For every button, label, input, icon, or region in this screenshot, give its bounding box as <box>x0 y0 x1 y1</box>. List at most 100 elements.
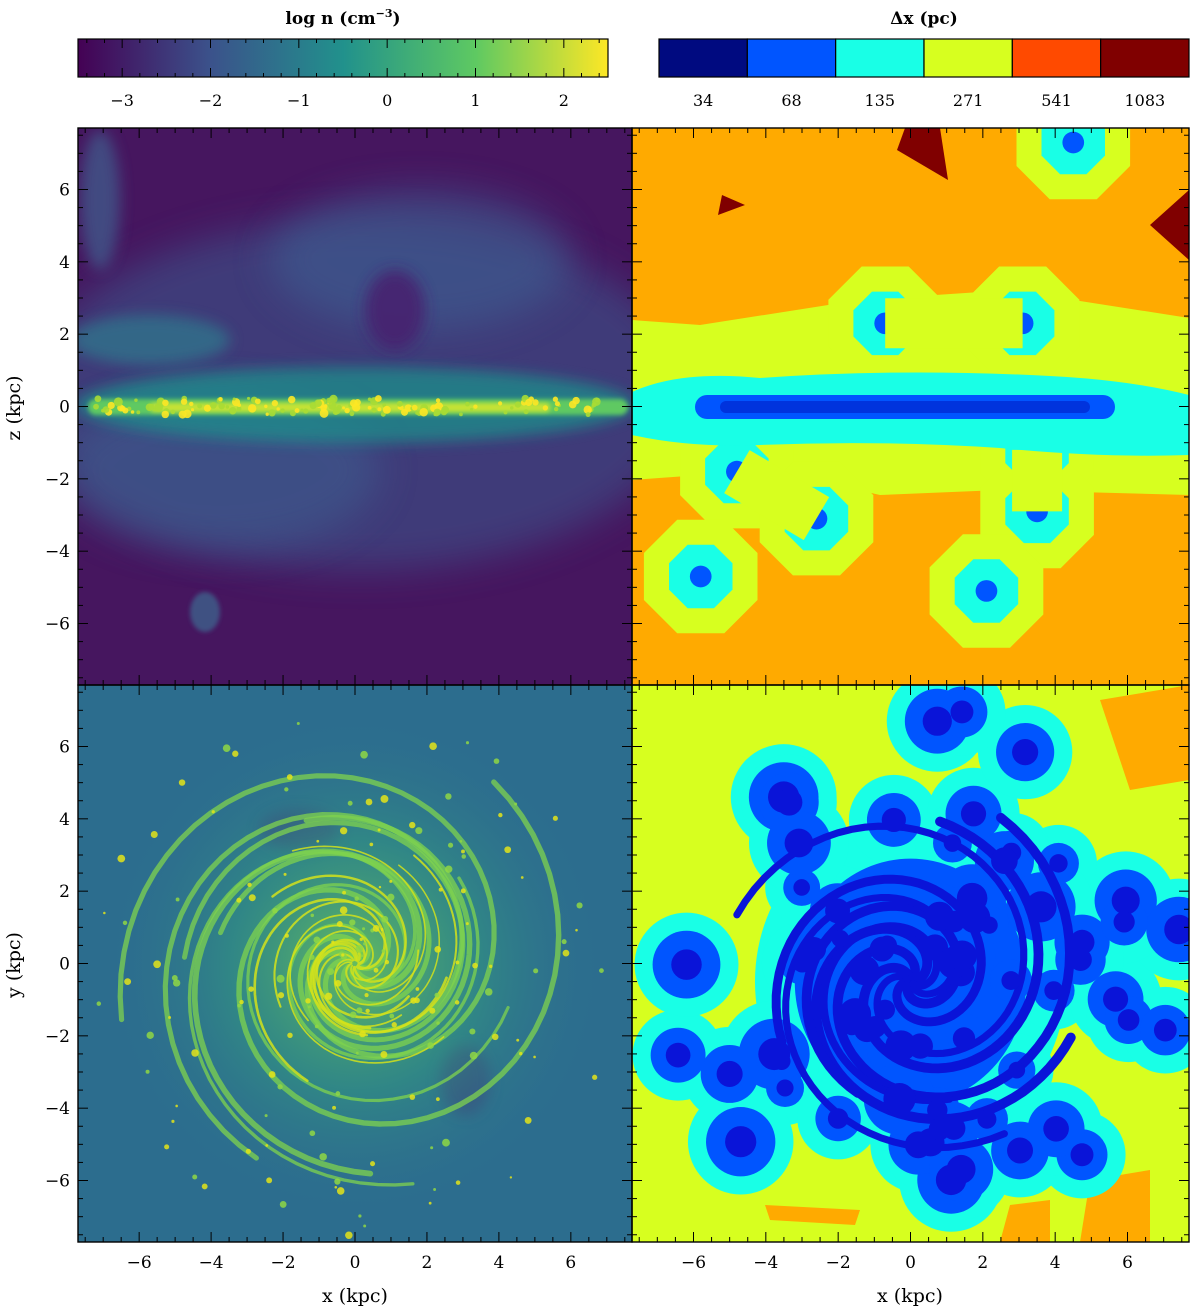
disk-clump <box>585 412 591 418</box>
gas-clump <box>445 865 453 873</box>
y-tick-label: 2 <box>59 882 70 902</box>
refinement-34-core <box>1111 886 1140 915</box>
refinement-34-core <box>827 1108 849 1129</box>
gas-clump <box>339 906 348 915</box>
disk-clump <box>271 400 279 407</box>
disk-clump <box>236 406 242 412</box>
refinement-34-core <box>1025 891 1057 923</box>
disk-clump <box>294 408 300 414</box>
gas-clump <box>355 1051 359 1055</box>
refinement-34-core <box>853 1015 881 1043</box>
refinement-34-core <box>991 847 1018 875</box>
gas-clump <box>369 842 374 847</box>
disk-clump <box>415 411 419 415</box>
panel-edge-on-density <box>78 128 632 685</box>
y-tick-label: −6 <box>45 615 70 635</box>
disk-clump <box>134 398 138 403</box>
gas-clump <box>377 828 381 832</box>
refinement-34-core <box>792 952 813 973</box>
disk-clump <box>435 398 441 403</box>
gas-clump <box>247 882 252 887</box>
refinement-34-core <box>1117 1009 1140 1031</box>
disk-clump <box>237 403 242 408</box>
gas-clump <box>504 846 512 854</box>
gas-clump <box>296 722 300 726</box>
gas-clump <box>435 1097 440 1102</box>
disk-clump <box>247 404 257 413</box>
gas-clump <box>283 872 287 876</box>
disk-clump <box>136 410 141 415</box>
coarse-patch <box>1000 1200 1050 1242</box>
refinement-34-core <box>946 1154 976 1184</box>
gas-clump <box>465 922 469 926</box>
x-tick-label: 6 <box>1122 1253 1133 1273</box>
spiral-arm-inner <box>309 943 369 1037</box>
disk-clump <box>254 398 261 405</box>
gas-clump <box>410 997 417 1004</box>
spiral-arm-inner <box>315 938 410 1019</box>
spiral-arm <box>297 814 473 1052</box>
gas-clump <box>433 1188 437 1191</box>
gas-clump <box>307 1005 311 1009</box>
disk-clump <box>189 401 194 407</box>
gas-clump <box>380 928 384 932</box>
gas-clump <box>341 953 345 957</box>
gas-clump <box>324 992 333 1000</box>
x-tick-label: 4 <box>1050 1253 1061 1273</box>
refinement-34-core <box>775 788 803 816</box>
gas-clump <box>237 1003 242 1008</box>
gas-clump <box>415 987 420 991</box>
x-tick-label: 6 <box>565 1253 576 1273</box>
gas-clump <box>239 999 244 1005</box>
disk-clump <box>113 397 123 407</box>
refinement-34-core <box>1164 914 1189 945</box>
gas-clump <box>576 902 583 909</box>
disk-clump <box>400 408 409 416</box>
gas-clump <box>336 1187 345 1195</box>
disk-clump <box>354 399 361 406</box>
coarse-patch <box>718 195 745 215</box>
gas-clump <box>493 758 500 764</box>
resolution-colorbar-title: Δx (pc) <box>890 9 958 29</box>
refinement-34-core <box>1049 854 1068 873</box>
disk-clump <box>568 400 577 409</box>
gas-clump <box>266 1177 273 1184</box>
resolution-colorbar-tick-label: 271 <box>953 91 984 110</box>
refinement-34-core <box>943 834 962 852</box>
spiral-arm-inner <box>306 930 403 1028</box>
coarse-patch <box>897 128 948 180</box>
gas-clump <box>286 774 293 780</box>
y-tick-label: 0 <box>59 955 70 975</box>
disk-clump <box>190 408 195 412</box>
disk-clump <box>101 408 105 413</box>
gas-clump <box>355 945 364 953</box>
ylabel-top: z (kpc) <box>3 375 25 440</box>
y-tick-label: 6 <box>59 737 70 757</box>
refinement-34-core <box>671 949 702 980</box>
gas-clump <box>389 879 393 883</box>
refinement-68-core <box>975 580 998 602</box>
disk-clump <box>371 407 377 413</box>
gas-clump <box>334 1186 338 1189</box>
gas-clump <box>316 839 320 843</box>
gas-clump <box>415 827 423 835</box>
density-colorbar: log n (cm−3) −3 −2 −1 0 1 2 <box>77 7 609 110</box>
spiral-arm-inner <box>291 845 427 993</box>
disk-clump <box>380 411 386 417</box>
gas-clump <box>356 1007 363 1014</box>
gas-clump <box>460 888 466 894</box>
spiral-arm-inner <box>273 900 399 1008</box>
refinement-34-core <box>952 1027 976 1050</box>
gas-clump <box>359 1030 366 1038</box>
disk-clump <box>532 399 539 406</box>
refinement-34-core <box>725 1126 757 1158</box>
disk-clump <box>170 409 176 415</box>
gas-clump <box>465 741 470 745</box>
gas-clump <box>191 1049 199 1057</box>
resolution-level-swatch <box>658 38 748 78</box>
refinement-34-core <box>885 1030 917 1062</box>
ylabel-bottom: y (kpc) <box>3 932 25 999</box>
disk-clump <box>94 395 102 403</box>
disk-clump <box>145 403 154 412</box>
